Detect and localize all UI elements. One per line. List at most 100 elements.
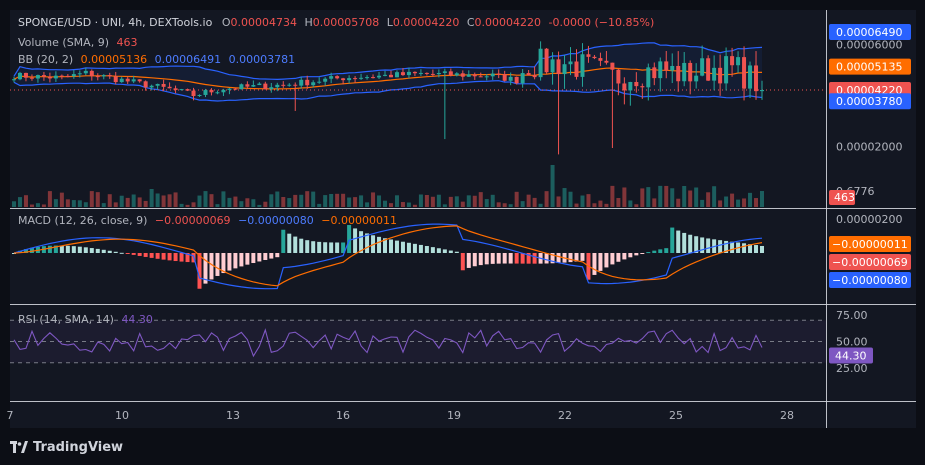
price-tick-1: 0.00002000	[836, 141, 902, 154]
volume-bar-101	[616, 197, 621, 207]
volume-bar-94	[574, 203, 579, 207]
macd-hist-bar-87	[532, 253, 537, 264]
tradingview-brand: TradingView	[33, 439, 124, 455]
volume-bar-38	[239, 201, 244, 207]
volume-bar-118	[718, 200, 723, 207]
volume-bar-36	[227, 197, 232, 207]
macd-hist-bar-90	[550, 253, 555, 264]
volume-bar-93	[568, 191, 573, 207]
candle-25	[161, 83, 166, 87]
volume-bar-29	[185, 204, 190, 207]
macd-hist-bar-51	[317, 241, 322, 253]
bollinger-bands	[10, 42, 826, 102]
volume-bar-34	[215, 204, 220, 207]
volume-bar-96	[586, 194, 591, 207]
macd-hist-bar-32	[203, 253, 208, 284]
macd-pane	[12, 223, 764, 290]
macd-hist-bar-52	[323, 242, 328, 253]
macd-hist-bar-29	[185, 253, 190, 263]
macd-hist-bar-37	[233, 253, 238, 269]
candle-27	[173, 88, 178, 90]
candle-109	[664, 61, 669, 71]
candle-67	[412, 71, 417, 74]
time-axis: 7 10 13 16 19 22 25 28	[7, 409, 795, 422]
candle-10	[71, 74, 76, 77]
volume-bar-79	[484, 199, 489, 207]
macd-hist-bar-86	[526, 253, 531, 264]
candle-38	[239, 84, 244, 90]
macd-hist-bar-3	[29, 247, 34, 253]
candle-26	[167, 86, 172, 89]
volume-bar-98	[598, 200, 603, 207]
candle-50	[311, 82, 316, 86]
candle-121	[736, 57, 741, 66]
x-tick-2: 13	[226, 409, 240, 422]
candle-90	[550, 59, 555, 73]
candle-41	[257, 83, 262, 86]
volume-bar-63	[388, 203, 393, 207]
candle-30	[191, 90, 196, 97]
candle-82	[502, 74, 507, 81]
volume-label[interactable]: Volume (SMA, 9)	[18, 36, 109, 49]
macd-signal-value: −0.00000011	[321, 214, 397, 227]
volume-bar-57	[353, 197, 358, 207]
low-value: 0.00004220	[392, 16, 460, 29]
symbol-title[interactable]: SPONGE/USD · UNI, 4h, DEXTools.io	[18, 16, 213, 29]
volume-bar-106	[646, 187, 651, 207]
macd-hist-bar-70	[430, 247, 435, 253]
macd-hist-bar-99	[604, 253, 609, 268]
macd-hist-bar-7	[53, 245, 58, 253]
low-label: L	[386, 16, 393, 29]
macd-hist-bar-105	[640, 253, 645, 254]
volume-bar-100	[610, 185, 615, 207]
candle-77	[472, 74, 477, 77]
macd-hist-bar-80	[490, 253, 495, 264]
volume-bar-52	[323, 195, 328, 207]
tradingview-footer[interactable]: TradingView	[10, 438, 123, 456]
candle-66	[406, 71, 411, 76]
volume-bar-59	[365, 202, 370, 207]
candle-105	[640, 86, 645, 88]
rsi-tick-2: 25.00	[836, 362, 868, 375]
candle-65	[400, 72, 405, 76]
candle-102	[622, 83, 627, 91]
rsi-label[interactable]: RSI (14, SMA, 14)	[18, 313, 114, 326]
macd-tick-0: 0.00000200	[836, 213, 902, 226]
macd-hist-bar-107	[652, 250, 657, 253]
volume-bar-31	[197, 195, 202, 207]
candle-62	[383, 74, 388, 76]
candle-106	[646, 67, 651, 88]
candle-54	[335, 76, 340, 79]
volume-bar-58	[359, 195, 364, 207]
macd-hist-bar-21	[137, 253, 142, 256]
candle-70	[430, 73, 435, 75]
macd-hist-bar-41	[257, 253, 262, 262]
x-tick-5: 22	[558, 409, 572, 422]
candle-28	[179, 89, 184, 91]
candle-73	[448, 71, 453, 76]
bb-basis-line	[13, 67, 763, 90]
macd-hist-bar-24	[155, 253, 160, 259]
candle-123	[748, 65, 753, 89]
macd-label[interactable]: MACD (12, 26, close, 9)	[18, 214, 148, 227]
macd-hist-bar-113	[688, 234, 693, 253]
candle-31	[197, 94, 202, 97]
macd-hist-bar-83	[508, 253, 513, 264]
candle-122	[742, 57, 747, 89]
rsi-tick-0: 75.00	[836, 309, 868, 322]
close-label: C	[466, 16, 475, 29]
macd-hist-bar-54	[335, 242, 340, 253]
grid	[10, 10, 916, 428]
candle-39	[245, 84, 250, 87]
x-tick-4: 19	[447, 409, 461, 422]
macd-hist-bar-72	[442, 249, 447, 253]
candle-81	[496, 73, 501, 75]
candle-72	[442, 71, 447, 73]
macd-hist-bar-11	[77, 246, 82, 253]
candle-116	[706, 58, 711, 81]
macd-hist-bar-35	[221, 253, 226, 274]
volume-bar-78	[478, 192, 483, 207]
bb-label[interactable]: BB (20, 2)	[18, 53, 74, 66]
macd-hist-bar-79	[484, 253, 489, 265]
